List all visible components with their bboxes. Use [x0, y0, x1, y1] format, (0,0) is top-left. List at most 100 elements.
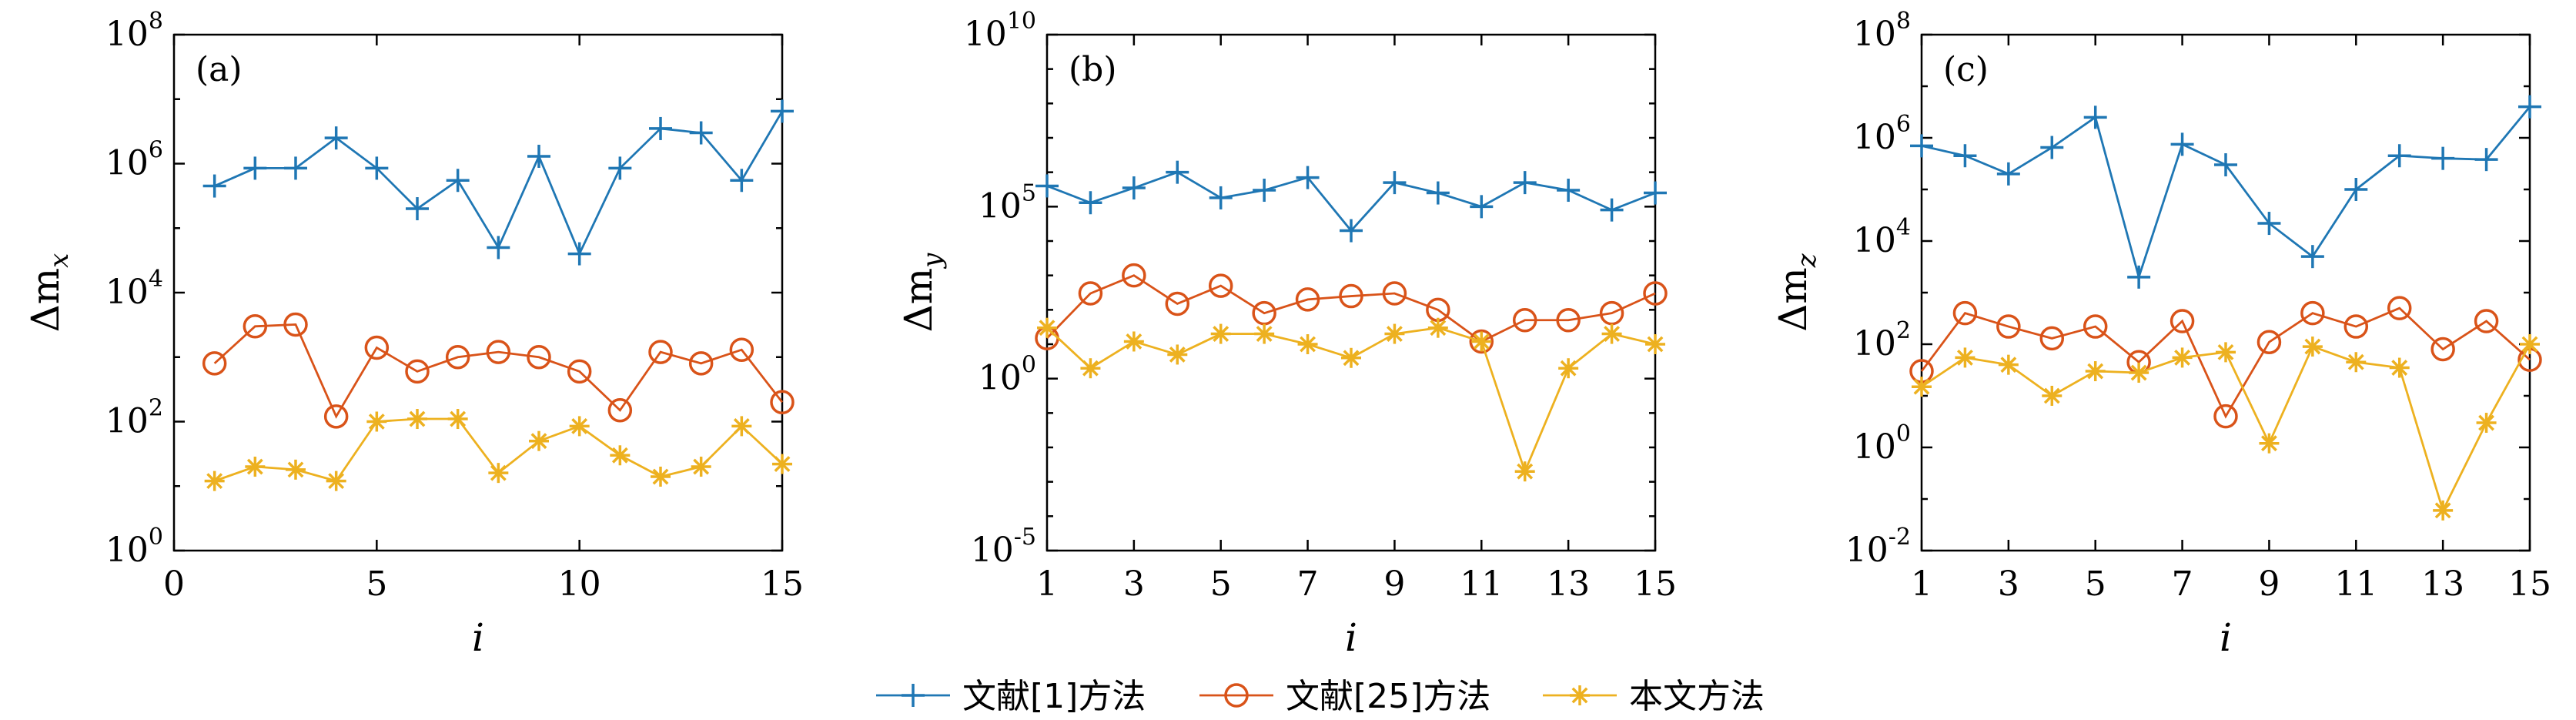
- x-tick-label: 7: [2172, 564, 2193, 604]
- x-tick-label: 9: [1383, 564, 1405, 604]
- x-axis-label: i: [472, 615, 484, 660]
- series-line: [1920, 306, 2531, 419]
- series-2: [202, 312, 795, 429]
- data-point: [2257, 330, 2282, 354]
- data-point: [1912, 377, 1932, 397]
- data-point: [567, 242, 591, 266]
- data-point: [1079, 191, 1102, 215]
- data-point: [1601, 323, 1622, 344]
- data-point: [2343, 314, 2369, 339]
- data-point: [730, 169, 754, 193]
- data-point: [1209, 186, 1233, 209]
- legend-item-1: 文献[1]方法: [876, 677, 1146, 716]
- x-tick-label: 1: [1911, 564, 1932, 604]
- legend-marker: [902, 684, 925, 707]
- y-tick-label: 100: [105, 524, 163, 570]
- data-point: [364, 335, 390, 360]
- x-tick-label: 15: [1634, 564, 1677, 604]
- data-point: [1996, 162, 2020, 186]
- data-point: [2431, 146, 2455, 170]
- y-tick-label: 106: [1853, 111, 1911, 157]
- data-point: [2085, 361, 2106, 382]
- data-point: [486, 340, 511, 364]
- legend-label: 文献[1]方法: [962, 677, 1146, 716]
- x-tick-label: 15: [761, 564, 804, 604]
- series-line: [1045, 274, 1656, 343]
- data-point: [607, 398, 633, 423]
- data-point: [2474, 148, 2498, 172]
- y-tick-label: 10-5: [971, 524, 1036, 570]
- panel-tag: (b): [1069, 50, 1117, 89]
- x-tick-label: 3: [1998, 564, 2019, 604]
- data-point: [2344, 178, 2368, 201]
- plot-frame: [172, 33, 784, 552]
- data-point: [1123, 331, 1144, 352]
- panel-tag: (a): [196, 50, 243, 89]
- data-point: [1295, 287, 1320, 312]
- data-point: [527, 345, 551, 370]
- y-tick-label: 10-2: [1845, 524, 1911, 570]
- series-3: [1912, 334, 2540, 521]
- data-point: [1512, 308, 1537, 333]
- data-point: [487, 236, 510, 260]
- data-point: [202, 174, 226, 198]
- series-3: [1037, 317, 1665, 482]
- data-point: [1383, 171, 1407, 195]
- x-tick-label: 0: [163, 564, 185, 604]
- y-tick-label: 108: [1853, 8, 1911, 54]
- y-tick-label: 100: [979, 352, 1036, 398]
- data-point: [2083, 105, 2107, 129]
- series-line: [213, 323, 784, 419]
- y-tick-label: 104: [105, 266, 163, 312]
- data-point: [324, 126, 348, 150]
- data-point: [2216, 342, 2236, 363]
- data-point: [2387, 296, 2412, 320]
- legend-item-2: 文献[25]方法: [1199, 677, 1490, 716]
- x-tick-label: 3: [1123, 564, 1145, 604]
- data-point: [447, 409, 468, 430]
- data-point: [2257, 212, 2281, 236]
- y-tick-label: 106: [105, 137, 163, 183]
- x-tick-label: 15: [2508, 564, 2551, 604]
- series-line: [1921, 105, 2531, 281]
- panel-tag: (c): [1943, 50, 1989, 89]
- data-point: [2346, 352, 2367, 373]
- data-point: [365, 156, 389, 180]
- legend-label: 本文方法: [1629, 677, 1765, 716]
- data-point: [2302, 337, 2323, 357]
- data-point: [283, 312, 308, 337]
- legend-label: 文献[25]方法: [1286, 677, 1490, 716]
- data-point: [1998, 354, 2019, 375]
- data-point: [2040, 136, 2064, 159]
- data-point: [1910, 134, 1933, 158]
- data-point: [2213, 404, 2238, 429]
- data-point: [2170, 132, 2194, 156]
- data-point: [2518, 95, 2541, 119]
- data-point: [771, 99, 794, 123]
- data-point: [2300, 300, 2325, 326]
- data-point: [1384, 323, 1405, 344]
- data-point: [1426, 181, 1450, 205]
- data-point: [1952, 300, 1978, 326]
- data-point: [1296, 166, 1320, 189]
- y-tick-label: 1010: [964, 8, 1036, 54]
- y-tick-label: 100: [1853, 420, 1911, 467]
- legend-marker: [1224, 683, 1249, 708]
- data-point: [407, 409, 427, 430]
- data-point: [202, 351, 227, 376]
- data-point: [405, 359, 430, 384]
- x-axis-label: i: [2220, 615, 2232, 660]
- y-tick-label: 102: [105, 395, 163, 441]
- data-point: [1122, 176, 1146, 200]
- x-tick-label: 13: [1547, 564, 1590, 604]
- x-tick-label: 13: [2421, 564, 2464, 604]
- y-axis-label: Δmz: [1771, 253, 1822, 332]
- data-point: [691, 457, 711, 477]
- data-point: [204, 471, 225, 491]
- data-point: [1645, 334, 1665, 354]
- data-point: [2172, 347, 2193, 368]
- plot-frame: [1045, 33, 1657, 552]
- data-point: [2476, 413, 2497, 434]
